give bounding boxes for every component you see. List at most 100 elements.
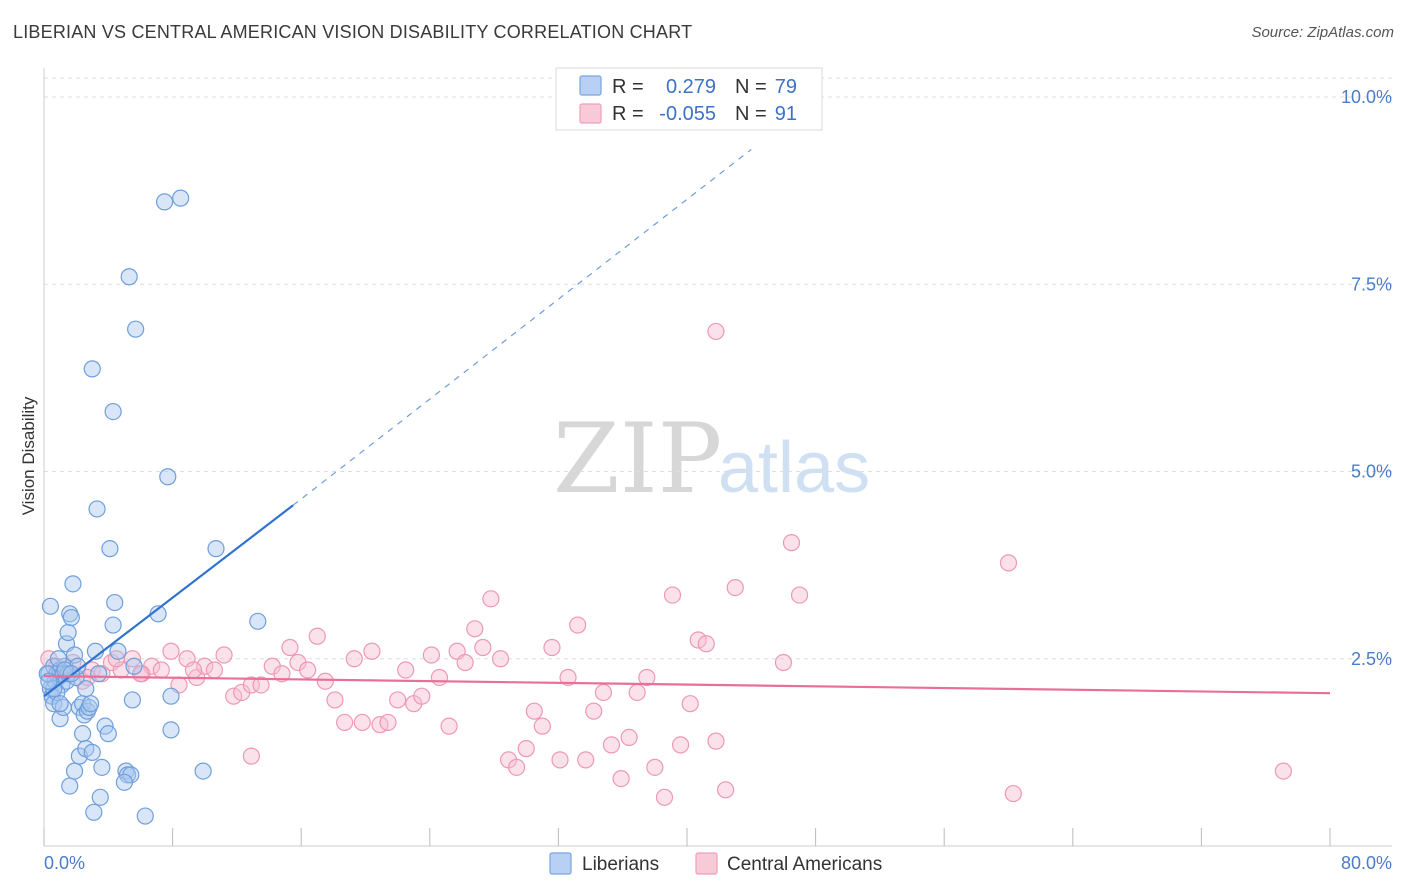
- central-americans-point: [782, 534, 801, 552]
- central-americans-point: [612, 769, 630, 788]
- central-americans-point: [655, 788, 674, 806]
- central-americans-point: [466, 620, 484, 638]
- central-americans-point: [152, 661, 170, 679]
- series-legend: Liberians Central Americans: [549, 852, 882, 875]
- central-americans-point: [671, 736, 690, 754]
- legend-r-label-pink: R =: [612, 103, 644, 125]
- central-americans-point: [559, 668, 577, 687]
- liberians-point: [101, 540, 119, 558]
- central-americans-point: [242, 676, 260, 694]
- central-americans-point: [299, 661, 317, 679]
- central-americans-point: [413, 687, 431, 705]
- liberians-point: [65, 762, 84, 780]
- legend-swatch-pink: [579, 103, 602, 124]
- liberians-point: [125, 657, 143, 675]
- central-americans-point: [196, 657, 214, 675]
- liberians-point: [120, 268, 138, 286]
- central-americans-point: [790, 586, 809, 604]
- liberians-point: [93, 758, 111, 776]
- liberians-trend-extension: [292, 148, 752, 506]
- liberians-point: [127, 320, 145, 338]
- liberians-point: [82, 695, 100, 713]
- liberians-point: [85, 803, 103, 821]
- x-axis-ticks: [43, 828, 1331, 846]
- liberians-point: [59, 623, 77, 642]
- central-americans-point: [474, 638, 492, 657]
- central-americans-point: [252, 676, 270, 694]
- central-americans-point: [440, 717, 458, 735]
- central-americans-point: [716, 781, 735, 799]
- central-americans-point: [999, 554, 1018, 572]
- central-americans-point: [379, 713, 397, 732]
- liberians-point: [249, 612, 267, 630]
- central-americans-point: [774, 653, 793, 672]
- liberians-point: [106, 593, 124, 612]
- central-americans-point: [594, 683, 613, 702]
- central-americans-point: [389, 691, 407, 709]
- liberians-point: [51, 710, 69, 728]
- central-americans-point: [602, 736, 621, 754]
- y-tick-label: 10.0%: [1341, 87, 1392, 107]
- liberians-point: [88, 500, 106, 518]
- central-americans-point: [353, 713, 371, 732]
- central-americans-point: [585, 702, 603, 720]
- central-americans-point: [620, 728, 638, 746]
- central-americans-point: [491, 650, 510, 668]
- central-americans-point: [215, 646, 233, 664]
- watermark-atlas: atlas: [718, 428, 870, 508]
- central-americans-point: [628, 683, 646, 702]
- liberians-trend-line: [43, 504, 294, 698]
- legend-r-value-blue: 0.279: [666, 76, 716, 98]
- legend-n-value-pink: 91: [775, 103, 797, 125]
- chart-title: LIBERIAN VS CENTRAL AMERICAN VISION DISA…: [13, 22, 693, 42]
- central-americans-point: [205, 661, 223, 679]
- legend-r-label-blue: R =: [612, 76, 644, 98]
- liberians-point: [73, 725, 92, 743]
- x-tick-label-min: 0.0%: [44, 853, 85, 873]
- liberians-point: [172, 189, 190, 207]
- series-legend-swatch-central-americans: [695, 852, 718, 875]
- central-americans-point: [638, 668, 656, 687]
- correlation-legend: R = 0.279 N = 79 R = -0.055 N = 91: [555, 67, 823, 131]
- liberians-point: [162, 721, 180, 739]
- central-americans-point: [707, 732, 725, 750]
- central-americans-point: [551, 751, 569, 769]
- central-americans-point: [569, 616, 587, 634]
- liberians-point: [51, 695, 69, 713]
- liberians-point: [162, 687, 180, 705]
- liberians-point: [207, 540, 225, 558]
- trend-lines: [43, 148, 1331, 698]
- central-americans-point: [697, 635, 715, 653]
- legend-r-value-pink: -0.055: [659, 103, 716, 125]
- liberians-point: [115, 773, 133, 791]
- central-americans-point: [681, 695, 699, 713]
- central-americans-point: [663, 586, 682, 604]
- liberians-point: [45, 695, 63, 713]
- central-americans-point: [308, 627, 326, 645]
- liberians-point: [99, 725, 117, 743]
- central-americans-point: [430, 668, 449, 687]
- liberians-point: [155, 193, 174, 211]
- central-americans-point: [281, 638, 299, 657]
- y-tick-label: 7.5%: [1351, 274, 1392, 294]
- liberians-point: [41, 597, 60, 615]
- liberians-point: [77, 680, 95, 698]
- y-tick-label: 5.0%: [1351, 462, 1392, 482]
- y-tick-label: 2.5%: [1351, 649, 1392, 669]
- source-credit: Source: ZipAtlas.com: [1251, 24, 1394, 41]
- legend-n-value-blue: 79: [775, 76, 797, 98]
- liberians-point: [62, 608, 80, 627]
- central-americans-point: [525, 702, 543, 720]
- central-americans-point: [577, 751, 595, 769]
- central-americans-point: [707, 322, 725, 341]
- central-americans-point: [336, 713, 354, 732]
- central-americans-point: [184, 661, 203, 679]
- central-americans-point: [689, 631, 707, 649]
- series-legend-swatch-liberians: [549, 852, 572, 875]
- legend-n-label-blue: N =: [735, 76, 767, 98]
- central-americans-point: [422, 646, 441, 664]
- central-americans-point: [646, 758, 664, 776]
- central-americans-point: [533, 717, 551, 735]
- central-americans-point: [225, 687, 243, 705]
